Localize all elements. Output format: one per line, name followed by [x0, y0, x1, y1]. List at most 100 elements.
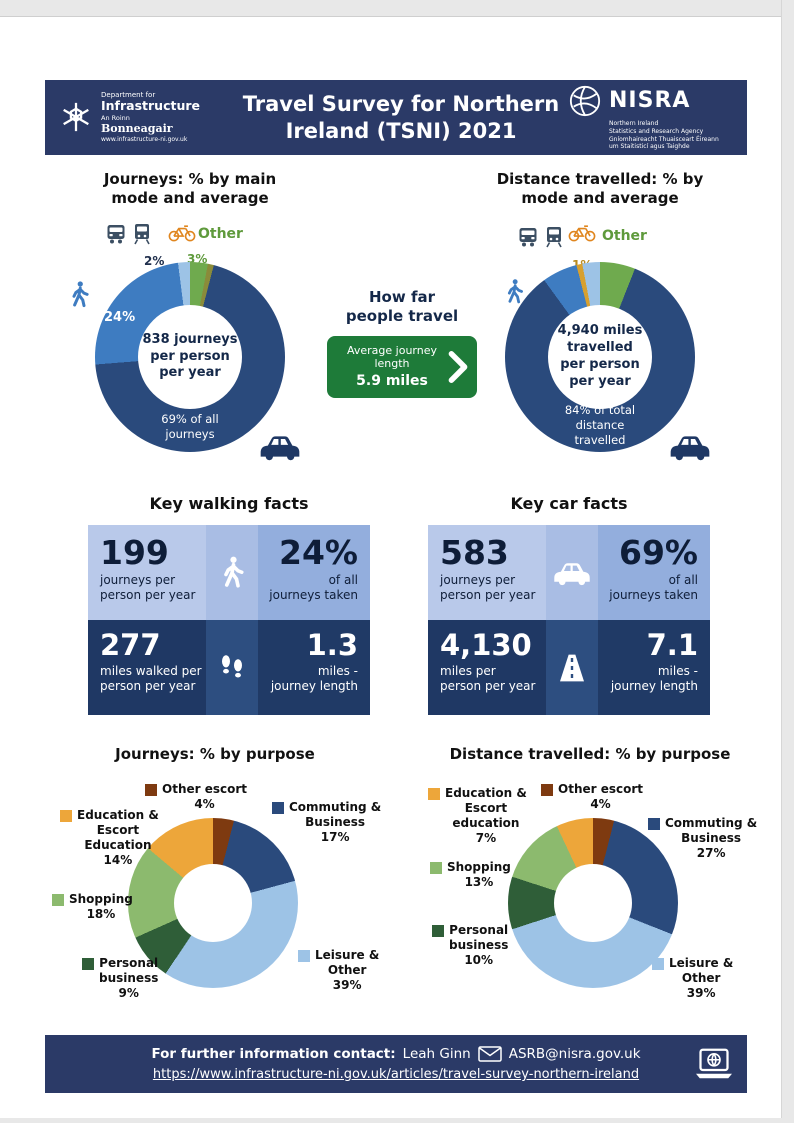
- legend-swatch: [648, 818, 660, 830]
- walking-journeys-value: 199: [100, 533, 169, 572]
- walking-share-caption: of all journeys taken: [269, 573, 358, 602]
- legend-personal-business: Personal business 10%: [432, 923, 508, 968]
- key-car-facts: Key car facts 583 journeys per person pe…: [428, 494, 710, 715]
- pedestrian-icon: [64, 280, 94, 310]
- legend-education-escort: Education & Escort Education 14%: [60, 808, 159, 868]
- legend-swatch: [652, 958, 664, 970]
- how-far-heading: How far people travel: [345, 288, 459, 325]
- contact-name: Leah Ginn: [402, 1046, 471, 1062]
- dfi-irish-line1: An Roinn: [101, 114, 130, 123]
- car-icon: [550, 559, 594, 587]
- walking-length-caption: miles - journey length: [270, 664, 358, 693]
- donut-hole: [554, 864, 632, 942]
- distance-by-mode-chart: Distance travelled: % by mode and averag…: [470, 170, 730, 505]
- distance-by-purpose-donut: [508, 818, 678, 988]
- legend-commuting-business: Commuting & Business 17%: [272, 800, 381, 845]
- footer-link[interactable]: https://www.infrastructure-ni.gov.uk/art…: [152, 1067, 640, 1082]
- journeys-by-mode-donut: 24% 838 journeys per person per year 69%…: [95, 262, 285, 452]
- road-icon: [556, 651, 588, 685]
- sign-label: Average journey length: [346, 343, 437, 370]
- journeys-by-purpose-title: Journeys: % by purpose: [115, 745, 315, 763]
- car-journeys-cell: 583 journeys per person per year: [428, 525, 546, 620]
- distance-donut-center-label: 4,940 miles travelled per person per yea…: [548, 305, 652, 409]
- laptop-globe-icon: [693, 1045, 735, 1083]
- footprints-icon: [216, 652, 248, 684]
- nisra-subtitle: Northern Ireland Statistics and Research…: [609, 119, 719, 151]
- nisra-name: NISRA: [609, 88, 691, 114]
- distance-by-mode-title: Distance travelled: % by mode and averag…: [496, 170, 704, 207]
- walking-length-cell: 1.3 miles - journey length: [258, 620, 370, 715]
- walking-journeys-cell: 199 journeys per person per year: [88, 525, 206, 620]
- contact-email[interactable]: ASRB@nisra.gov.uk: [508, 1046, 641, 1062]
- train-icon: [542, 225, 566, 249]
- dfi-logo: Department for Infrastructure An Roinn B…: [59, 91, 234, 144]
- car-share-caption: of all journeys taken: [609, 573, 698, 602]
- journeys-by-mode-title: Journeys: % by main mode and average: [103, 170, 277, 207]
- walking-journeys-caption: journeys per person per year: [100, 573, 196, 602]
- dfi-url: www.infrastructure-ni.gov.uk: [101, 136, 188, 144]
- legend-commuting-business: Commuting & Business 27%: [648, 816, 757, 861]
- legend-swatch: [145, 784, 157, 796]
- legend-swatch: [298, 950, 310, 962]
- car-icon: [256, 432, 304, 462]
- footer-contact-line: For further information contact: Leah Gi…: [151, 1046, 640, 1062]
- bus-icon: [104, 222, 128, 246]
- journeys-by-purpose-chart: Journeys: % by purpose Other escort 4% C…: [40, 745, 390, 1013]
- car-share-value: 69%: [619, 533, 698, 572]
- contact-label: For further information contact:: [151, 1046, 396, 1062]
- journeys-donut-center-label: 838 journeys per person per year: [138, 305, 242, 409]
- journeys-by-mode-chart: Journeys: % by main mode and average Oth…: [60, 170, 320, 505]
- train-icon: [130, 222, 154, 246]
- walking-facts-grid: 199 journeys per person per year 24% of …: [88, 525, 370, 715]
- walking-miles-value: 277: [100, 628, 161, 662]
- walking-facts-title: Key walking facts: [149, 494, 309, 513]
- road-icon-cell: [546, 620, 598, 715]
- legend-leisure-other: Leisure & Other 39%: [652, 956, 733, 1001]
- journeys-ring-note: 69% of all journeys: [161, 412, 219, 442]
- nisra-globe-icon: [568, 84, 602, 118]
- other-mode-label: Other: [198, 226, 243, 242]
- how-far-block: How far people travel Average journey le…: [327, 288, 477, 398]
- donut-hole: [174, 864, 252, 942]
- page-title: Travel Survey for Northern Ireland (TSNI…: [242, 92, 560, 143]
- legend-swatch: [272, 802, 284, 814]
- other-mode-label: Other: [602, 228, 647, 244]
- dfi-name-line: Infrastructure: [101, 97, 200, 113]
- legend-other-escort: Other escort 4%: [145, 782, 247, 812]
- sign-value: 5.9 miles: [356, 373, 428, 390]
- bicycle-icon: [568, 222, 596, 242]
- callout-bus-pct: 2%: [144, 254, 165, 268]
- envelope-icon: [477, 1046, 502, 1062]
- car-icon-cell: [546, 525, 598, 620]
- distance-by-purpose-title: Distance travelled: % by purpose: [449, 745, 731, 763]
- car-journeys-caption: journeys per person per year: [440, 573, 536, 602]
- distance-by-mode-donut: 4,940 miles travelled per person per yea…: [505, 262, 695, 452]
- car-miles-value: 4,130: [440, 628, 532, 662]
- dfi-dept-line: Department for: [101, 90, 156, 99]
- car-facts-title: Key car facts: [510, 494, 628, 513]
- legend-personal-business: Personal business 9%: [82, 956, 158, 1001]
- walking-miles-cell: 277 miles walked per person per year: [88, 620, 206, 715]
- dfi-irish-line2: Bonneagair: [101, 121, 173, 135]
- car-length-caption: miles - journey length: [610, 664, 698, 693]
- legend-shopping: Shopping 18%: [52, 892, 133, 922]
- nisra-logo: NISRA Northern Ireland Statistics and Re…: [568, 84, 733, 151]
- page-margin-top: [0, 0, 794, 17]
- pedestrian-icon: [500, 278, 528, 306]
- legend-other-escort: Other escort 4%: [541, 782, 643, 812]
- legend-leisure-other: Leisure & Other 39%: [298, 948, 379, 993]
- legend-swatch: [52, 894, 64, 906]
- car-share-cell: 69% of all journeys taken: [598, 525, 710, 620]
- pedestrian-icon: [214, 555, 250, 591]
- page-margin-right: [781, 0, 794, 1123]
- legend-swatch: [82, 958, 94, 970]
- chevron-right-icon: [447, 348, 469, 386]
- car-length-cell: 7.1 miles - journey length: [598, 620, 710, 715]
- car-length-value: 7.1: [646, 628, 698, 662]
- legend-education-escort: Education & Escort education 7%: [428, 786, 527, 846]
- dfi-crystal-icon: [59, 100, 93, 134]
- car-miles-cell: 4,130 miles per person per year: [428, 620, 546, 715]
- walking-miles-caption: miles walked per person per year: [100, 664, 202, 693]
- walking-share-cell: 24% of all journeys taken: [258, 525, 370, 620]
